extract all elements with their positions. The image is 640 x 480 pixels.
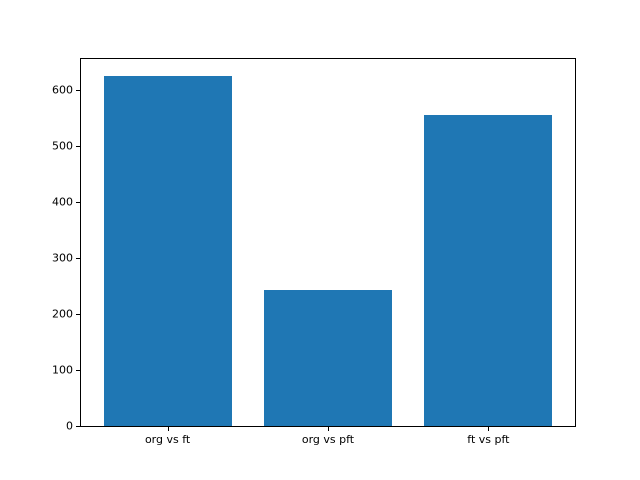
y-tick-label: 400	[52, 195, 73, 209]
plot-area	[80, 58, 576, 427]
y-tick-mark	[76, 426, 80, 427]
x-tick-mark	[488, 427, 490, 431]
y-tick-label: 200	[52, 307, 73, 321]
x-tick-label: org vs pft	[301, 433, 355, 446]
x-tick-label: ft vs pft	[467, 433, 510, 446]
y-tick-label: 300	[52, 251, 73, 265]
x-tick-mark	[328, 427, 329, 431]
y-tick-mark	[76, 370, 80, 371]
y-tick-label: 600	[52, 83, 73, 97]
bar	[103, 76, 232, 426]
y-tick-mark	[76, 257, 80, 259]
x-tick-label: org vs ft	[144, 433, 191, 446]
bar	[263, 290, 393, 426]
y-tick-mark	[76, 89, 80, 91]
y-tick-mark	[76, 201, 80, 203]
y-tick-mark	[76, 313, 80, 315]
y-tick-label: 0	[66, 419, 73, 433]
y-tick-label: 100	[52, 363, 73, 377]
x-tick-mark	[167, 427, 169, 431]
bar	[424, 114, 553, 426]
y-tick-label: 500	[52, 139, 73, 153]
y-tick-mark	[76, 145, 80, 147]
